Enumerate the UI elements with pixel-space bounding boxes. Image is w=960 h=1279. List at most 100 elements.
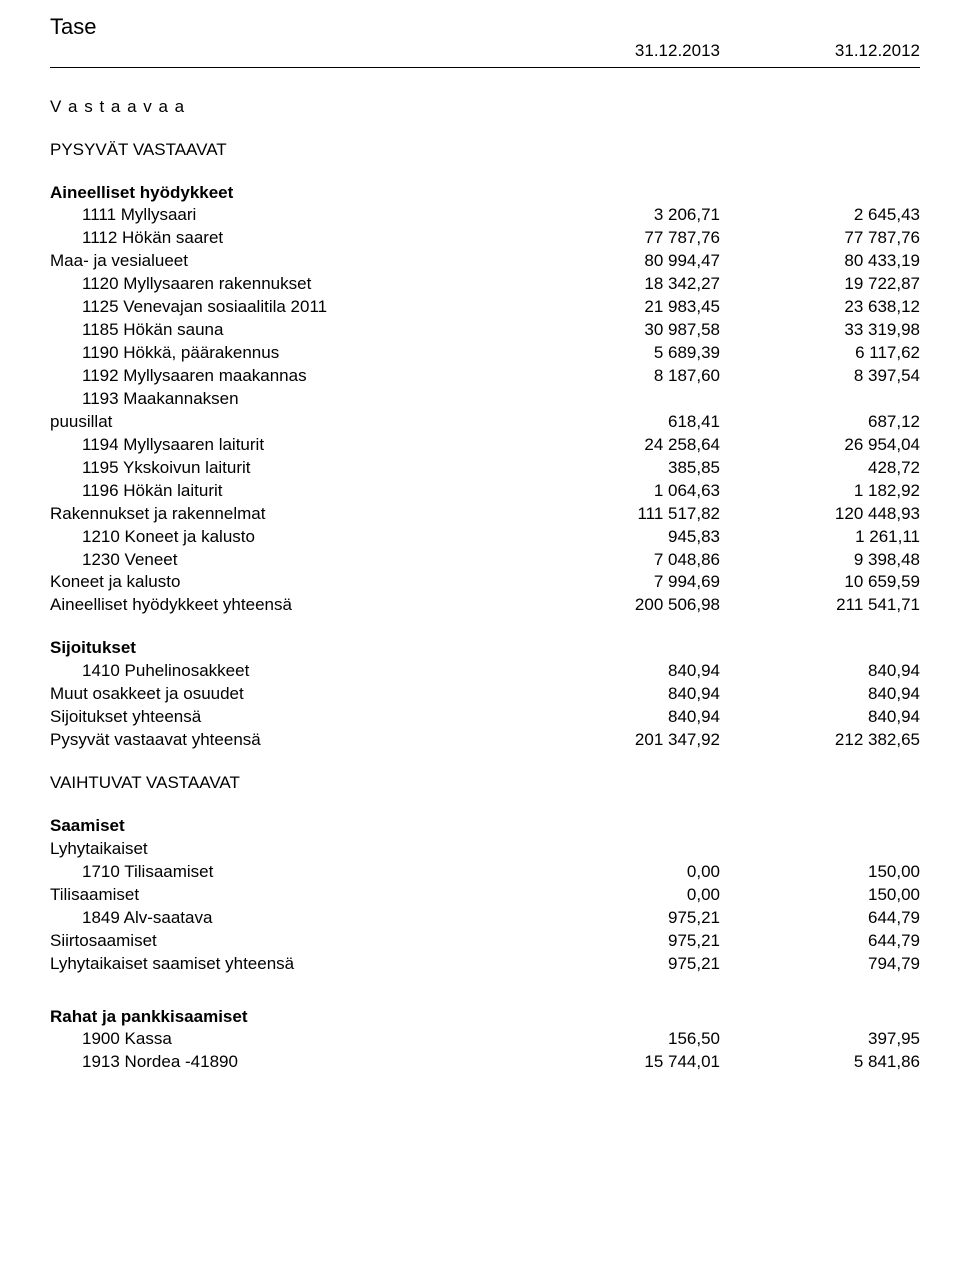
row-col1: 975,21 — [560, 930, 720, 953]
row-col1: 975,21 — [560, 953, 720, 976]
table-row: 1913 Nordea -41890 15 744,01 5 841,86 — [50, 1051, 920, 1074]
row-label: Lyhytaikaiset saamiset yhteensä — [50, 953, 560, 976]
table-row: 1849 Alv-saatava 975,21 644,79 — [50, 907, 920, 930]
row-label: 1192 Myllysaaren maakannas — [50, 365, 560, 388]
row-col2: 6 117,62 — [760, 342, 920, 365]
section-vaihtuvat: VAIHTUVAT VASTAAVAT Saamiset Lyhytaikais… — [50, 772, 920, 976]
row-label: 1195 Ykskoivun laiturit — [50, 457, 560, 480]
table-row: 1410 Puhelinosakkeet 840,94 840,94 — [50, 660, 920, 683]
table-row: 1194 Myllysaaren laiturit 24 258,64 26 9… — [50, 434, 920, 457]
row-col2: 1 261,11 — [760, 526, 920, 549]
table-row: Sijoitukset yhteensä 840,94 840,94 — [50, 706, 920, 729]
row-label: Muut osakkeet ja osuudet — [50, 683, 560, 706]
row-label: Maa- ja vesialueet — [50, 250, 560, 273]
row-col2: 19 722,87 — [760, 273, 920, 296]
date-header-row: 31.12.2013 31.12.2012 — [50, 40, 920, 68]
table-row: 1210 Koneet ja kalusto 945,83 1 261,11 — [50, 526, 920, 549]
heading-vastaavaa: V a s t a a v a a — [50, 96, 920, 119]
row-col1: 15 744,01 — [560, 1051, 720, 1074]
table-row: Maa- ja vesialueet 80 994,47 80 433,19 — [50, 250, 920, 273]
row-col2: 150,00 — [760, 884, 920, 907]
row-col2: 8 397,54 — [760, 365, 920, 388]
row-col1: 945,83 — [560, 526, 720, 549]
row-label: 1710 Tilisaamiset — [50, 861, 560, 884]
table-row: Rakennukset ja rakennelmat 111 517,82 12… — [50, 503, 920, 526]
row-col1: 80 994,47 — [560, 250, 720, 273]
row-label: 1185 Hökän sauna — [50, 319, 560, 342]
row-col2: 211 541,71 — [760, 594, 920, 617]
row-col2: 26 954,04 — [760, 434, 920, 457]
row-col1: 618,41 — [560, 411, 720, 434]
row-label: Tilisaamiset — [50, 884, 560, 907]
section-rahat: Rahat ja pankkisaamiset 1900 Kassa 156,5… — [50, 1006, 920, 1075]
table-row: 1125 Venevajan sosiaalitila 2011 21 983,… — [50, 296, 920, 319]
row-col2: 1 182,92 — [760, 480, 920, 503]
row-label: 1194 Myllysaaren laiturit — [50, 434, 560, 457]
row-label: Koneet ja kalusto — [50, 571, 560, 594]
heading-vaihtuvat: VAIHTUVAT VASTAAVAT — [50, 772, 920, 795]
row-col2: 397,95 — [760, 1028, 920, 1051]
spacer — [50, 40, 560, 63]
row-col2: 687,12 — [760, 411, 920, 434]
row-label: Siirtosaamiset — [50, 930, 560, 953]
table-row: 1230 Veneet 7 048,86 9 398,48 — [50, 549, 920, 572]
row-col1: 201 347,92 — [560, 729, 720, 752]
row-label: 1210 Koneet ja kalusto — [50, 526, 560, 549]
sub-lyhytaikaiset: Lyhytaikaiset — [50, 838, 920, 861]
table-row: Siirtosaamiset 975,21 644,79 — [50, 930, 920, 953]
row-col2: 9 398,48 — [760, 549, 920, 572]
table-row: 1900 Kassa 156,50 397,95 — [50, 1028, 920, 1051]
row-label: 1196 Hökän laiturit — [50, 480, 560, 503]
table-row: 1196 Hökän laiturit 1 064,63 1 182,92 — [50, 480, 920, 503]
row-col2: 23 638,12 — [760, 296, 920, 319]
row-col2: 2 645,43 — [760, 204, 920, 227]
table-row: Tilisaamiset 0,00 150,00 — [50, 884, 920, 907]
row-col1: 24 258,64 — [560, 434, 720, 457]
row-label: Sijoitukset yhteensä — [50, 706, 560, 729]
row-label: 1193 Maakannaksen — [50, 388, 560, 411]
section-sijoitukset: Sijoitukset 1410 Puhelinosakkeet 840,94 … — [50, 637, 920, 752]
section-vastaavaa: V a s t a a v a a PYSYVÄT VASTAAVAT Aine… — [50, 96, 920, 618]
group-rahat: Rahat ja pankkisaamiset — [50, 1006, 920, 1029]
row-col1: 840,94 — [560, 683, 720, 706]
table-row: Lyhytaikaiset saamiset yhteensä 975,21 7… — [50, 953, 920, 976]
row-label: Pysyvät vastaavat yhteensä — [50, 729, 560, 752]
group-sijoitukset: Sijoitukset — [50, 637, 920, 660]
row-col1: 21 983,45 — [560, 296, 720, 319]
table-row: Aineelliset hyödykkeet yhteensä 200 506,… — [50, 594, 920, 617]
row-col2: 644,79 — [760, 907, 920, 930]
row-col1: 3 206,71 — [560, 204, 720, 227]
row-col1: 8 187,60 — [560, 365, 720, 388]
row-col1: 156,50 — [560, 1028, 720, 1051]
row-label: 1125 Venevajan sosiaalitila 2011 — [50, 296, 560, 319]
row-col2: 150,00 — [760, 861, 920, 884]
row-col2: 77 787,76 — [760, 227, 920, 250]
group-aineelliset: Aineelliset hyödykkeet — [50, 182, 920, 205]
row-col1: 0,00 — [560, 884, 720, 907]
row-col2: 840,94 — [760, 660, 920, 683]
row-col2: 120 448,93 — [760, 503, 920, 526]
row-col1: 111 517,82 — [560, 503, 720, 526]
row-col1: 30 987,58 — [560, 319, 720, 342]
doc-title: Tase — [50, 12, 96, 42]
date-col-1: 31.12.2013 — [560, 40, 720, 63]
table-row: 1710 Tilisaamiset 0,00 150,00 — [50, 861, 920, 884]
table-row: Muut osakkeet ja osuudet 840,94 840,94 — [50, 683, 920, 706]
heading-pysyvat: PYSYVÄT VASTAAVAT — [50, 139, 920, 162]
table-row: 1112 Hökän saaret 77 787,76 77 787,76 — [50, 227, 920, 250]
row-col1: 840,94 — [560, 660, 720, 683]
row-col2: 840,94 — [760, 706, 920, 729]
row-col2: 840,94 — [760, 683, 920, 706]
row-col1: 385,85 — [560, 457, 720, 480]
row-col2: 428,72 — [760, 457, 920, 480]
row-label: 1111 Myllysaari — [50, 204, 560, 227]
table-row: 1190 Hökkä, päärakennus 5 689,39 6 117,6… — [50, 342, 920, 365]
row-label: 1913 Nordea -41890 — [50, 1051, 560, 1074]
title-row: Tase — [50, 12, 920, 42]
table-row: 1195 Ykskoivun laiturit 385,85 428,72 — [50, 457, 920, 480]
row-label: Aineelliset hyödykkeet yhteensä — [50, 594, 560, 617]
page: Tase 31.12.2013 31.12.2012 V a s t a a v… — [0, 0, 960, 1114]
table-row: 1120 Myllysaaren rakennukset 18 342,27 1… — [50, 273, 920, 296]
table-row: Pysyvät vastaavat yhteensä 201 347,92 21… — [50, 729, 920, 752]
row-col2: 33 319,98 — [760, 319, 920, 342]
